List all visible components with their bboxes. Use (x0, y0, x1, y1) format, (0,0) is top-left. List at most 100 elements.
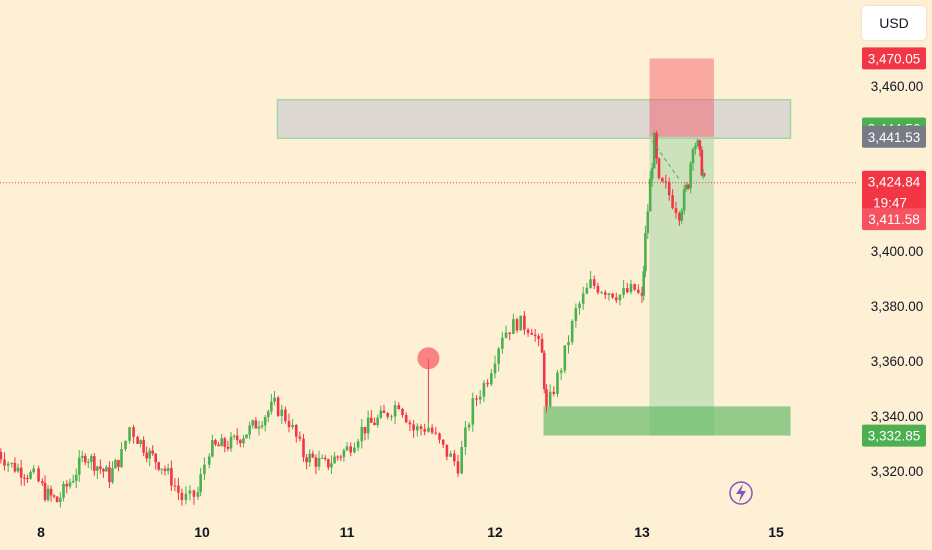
candle-body (515, 319, 519, 331)
candle-body (270, 401, 273, 412)
entry-price-badge (862, 125, 926, 148)
candle-body (46, 488, 50, 500)
candle-body (596, 285, 600, 293)
candle-body (163, 468, 167, 472)
candle-body (311, 453, 315, 458)
candle-body (475, 398, 478, 400)
stop-loss-zone (649, 58, 714, 137)
candle-body (257, 426, 261, 429)
candle-body (501, 337, 504, 349)
candle-body (353, 447, 356, 453)
candle-body (401, 409, 404, 416)
candle-body (655, 133, 658, 159)
candle-body (626, 288, 629, 293)
x-tick-label: 8 (37, 524, 45, 540)
candle-body (464, 427, 467, 448)
entry-price-text: 3,441.53 (868, 130, 921, 145)
lightning-bolt-icon (736, 484, 746, 502)
candle-body (37, 468, 40, 482)
candle-body (530, 332, 534, 335)
candle-body (585, 287, 589, 294)
candle-body (471, 398, 475, 425)
candle-body (376, 417, 379, 426)
candle-body (154, 453, 158, 463)
candle-body (559, 370, 563, 373)
candle-body (291, 424, 294, 428)
candle-body (83, 455, 87, 463)
candle-body (633, 284, 636, 290)
countdown-text: 19:47 (873, 196, 907, 211)
candle-body (232, 435, 236, 437)
candle-body (29, 472, 32, 479)
candle-body (504, 332, 508, 338)
candle-body (430, 427, 434, 433)
candle-body (412, 424, 415, 431)
candle-body (682, 189, 686, 211)
candle-body (128, 427, 131, 441)
candle-body (102, 468, 105, 472)
candle-body (148, 450, 151, 459)
candle-body (160, 468, 164, 470)
candle-body (382, 410, 386, 414)
candle-body (280, 409, 284, 416)
candle-body (124, 440, 127, 450)
candle-body (497, 348, 500, 364)
candle-body (68, 482, 72, 487)
candle-body (661, 178, 664, 182)
candle-body (157, 462, 161, 470)
candle-body (486, 382, 489, 385)
candle-body (13, 462, 17, 472)
candle-body (449, 453, 452, 457)
candle-body (239, 440, 242, 444)
currency-button[interactable]: USD (862, 6, 926, 40)
candle-body (263, 416, 267, 426)
candle-body (111, 468, 114, 483)
candle-body (360, 426, 364, 442)
candle-body (570, 320, 574, 343)
candle-body (80, 455, 84, 458)
candle-body (339, 456, 343, 458)
candle-body (419, 426, 423, 429)
candle-body (214, 440, 217, 445)
candle-body (114, 460, 117, 469)
candle-body (3, 459, 6, 466)
candle-body (308, 453, 312, 463)
x-tick-label: 12 (487, 524, 503, 540)
candle-body (139, 440, 142, 444)
candle-body (667, 182, 671, 196)
current-price-text: 3,424.84 (868, 175, 921, 190)
candle-body (526, 329, 530, 333)
candle-body (700, 149, 704, 176)
candle-body (648, 178, 652, 212)
candle-body (640, 292, 644, 296)
candle-body (19, 467, 23, 478)
candle-body (32, 468, 35, 473)
candle-body (581, 293, 585, 304)
candle-body (93, 456, 96, 471)
y-tick-label: 3,380.00 (871, 299, 924, 314)
candle-body (622, 288, 625, 295)
resistance-zone (276, 99, 792, 139)
candle-body (427, 427, 430, 432)
stop-loss-price-text: 3,470.05 (868, 51, 921, 66)
candle-body (445, 444, 449, 457)
candle-body (342, 450, 346, 457)
x-tick-label: 15 (768, 524, 784, 540)
candle-body (151, 450, 154, 454)
candle-body (226, 446, 230, 449)
candle-body (192, 490, 196, 497)
candle-body (170, 467, 173, 486)
candle-body (691, 149, 695, 164)
candle-body (254, 420, 258, 429)
candle-body (423, 428, 426, 432)
support-zone (543, 406, 791, 436)
candle-body (567, 342, 570, 346)
candle-body (356, 441, 360, 448)
candle-body (142, 440, 145, 453)
candle-body (589, 279, 592, 288)
candle-body (390, 416, 393, 418)
candle-body (62, 483, 65, 498)
candle-body (211, 440, 214, 457)
y-tick-label: 3,400.00 (871, 244, 924, 259)
